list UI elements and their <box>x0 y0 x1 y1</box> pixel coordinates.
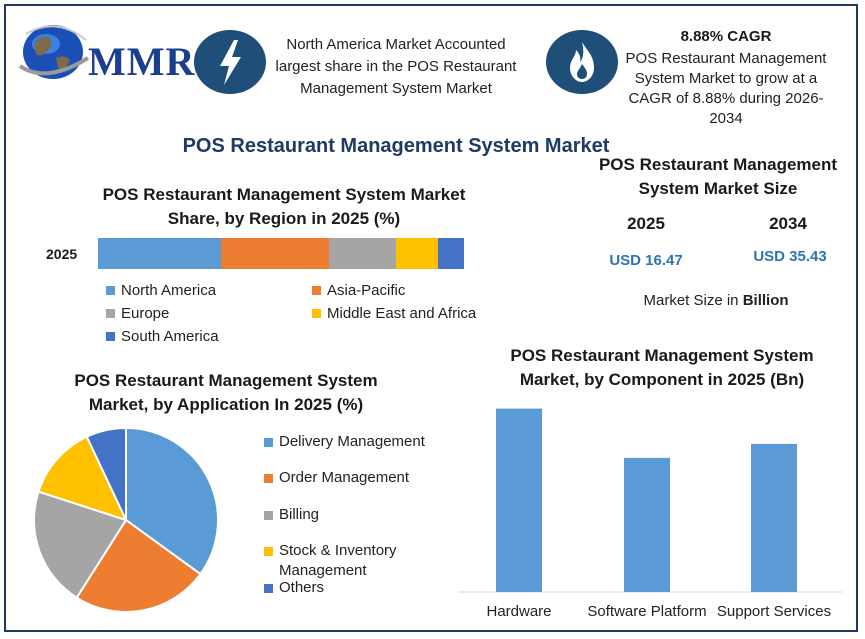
logo-text: MMR <box>88 39 196 84</box>
application-legend-item-delivery-management: Delivery Management <box>264 432 444 452</box>
component-bar-hardware <box>496 408 542 592</box>
market-size-value-2025: USD 16.47 <box>609 252 683 269</box>
market-size-year-2025: 2025 <box>627 214 665 233</box>
legend-label: Stock & Inventory Management <box>279 542 397 579</box>
region-bar-segment-middle-east-and-africa <box>396 238 439 269</box>
legend-label: North America <box>121 282 217 299</box>
region-stacked-bar <box>98 238 464 269</box>
legend-label: Middle East and Africa <box>327 305 477 322</box>
highlight-north-america: North America Market Accounted largest s… <box>275 36 517 97</box>
cagr-text: POS Restaurant Management System Market … <box>625 50 827 127</box>
component-bar-software-platform <box>624 457 670 592</box>
region-legend-item-south-america: South America <box>106 328 219 345</box>
flame-icon <box>570 42 594 82</box>
region-bar-segment-asia-pacific <box>220 238 329 269</box>
market-size-year-2034: 2034 <box>769 214 807 233</box>
application-legend: Delivery Management Order Management Billi… <box>264 426 444 596</box>
region-legend-item-north-america: North America <box>106 282 216 299</box>
application-chart-title: POS Restaurant Management System Market,… <box>74 371 378 414</box>
legend-label: South America <box>121 328 219 345</box>
region-legend-item-europe: Europe <box>106 305 169 322</box>
pie-slice-delivery-management <box>125 426 219 576</box>
component-tick-label: Support Services <box>717 603 831 620</box>
globe-icon <box>18 25 90 79</box>
cagr-title: 8.88% CAGR <box>680 28 772 45</box>
legend-swatch <box>264 547 273 556</box>
legend-swatch <box>106 286 115 295</box>
market-size-value-2034: USD 35.43 <box>753 248 827 265</box>
component-tick-label: Hardware <box>486 603 551 620</box>
region-bar-category-label: 2025 <box>46 246 78 262</box>
region-legend-item-asia-pacific: Asia-Pacific <box>312 282 405 299</box>
legend-swatch <box>264 474 273 483</box>
component-tick-label: Software Platform <box>587 603 706 620</box>
market-size-note-prefix: Market Size in <box>643 292 743 309</box>
region-legend: North America Asia-Pacific Europe Middle Ea… <box>106 282 506 352</box>
legend-swatch <box>264 511 273 520</box>
legend-label: Others <box>279 579 325 596</box>
legend-swatch <box>312 286 321 295</box>
legend-label: Billing <box>279 506 320 523</box>
market-size-title: POS Restaurant Management System Market … <box>598 155 838 198</box>
application-legend-item-stock-inventory-management: Stock & Inventory Management <box>264 541 444 581</box>
region-bar-segment-europe <box>328 238 397 269</box>
region-legend-item-middle-east-and-africa: Middle East and Africa <box>312 305 476 322</box>
bolt-icon-badge <box>194 30 266 94</box>
application-legend-item-billing: Billing <box>264 505 444 525</box>
component-bar-chart: Hardware Software Platform Support Service… <box>458 408 842 620</box>
legend-label: Europe <box>121 305 170 322</box>
region-bar-segment-south-america <box>438 238 464 269</box>
application-pie-chart <box>33 426 219 613</box>
logo: MMR <box>16 14 194 84</box>
application-legend-item-others: Others <box>264 578 444 598</box>
flame-icon-badge <box>546 30 618 94</box>
legend-swatch <box>106 309 115 318</box>
legend-label: Asia-Pacific <box>327 282 406 299</box>
infographic-frame: MMR North America Market Accounted large… <box>4 4 858 632</box>
market-size-note-unit: Billion <box>742 292 789 309</box>
region-bar-segment-north-america <box>98 238 221 269</box>
legend-swatch <box>106 332 115 341</box>
legend-swatch <box>312 309 321 318</box>
region-chart-title: POS Restaurant Management System Market … <box>102 185 466 228</box>
application-legend-item-order-management: Order Management <box>264 468 444 488</box>
page-title: POS Restaurant Management System Market <box>182 135 610 157</box>
legend-swatch <box>264 438 273 447</box>
lightning-bolt-icon <box>220 40 241 85</box>
pie-slice-billing <box>33 490 128 600</box>
legend-label: Order Management <box>279 469 410 486</box>
legend-swatch <box>264 584 273 593</box>
pie-slice-order-management <box>75 518 202 613</box>
market-size-note: Market Size in Billion <box>606 292 826 309</box>
component-bar-support-services <box>751 443 797 592</box>
legend-label: Delivery Management <box>279 433 425 450</box>
pie-slice-others <box>85 426 127 521</box>
component-chart-title: POS Restaurant Management System Market,… <box>510 346 814 389</box>
pie-slice-stock-inventory-management <box>37 435 128 522</box>
